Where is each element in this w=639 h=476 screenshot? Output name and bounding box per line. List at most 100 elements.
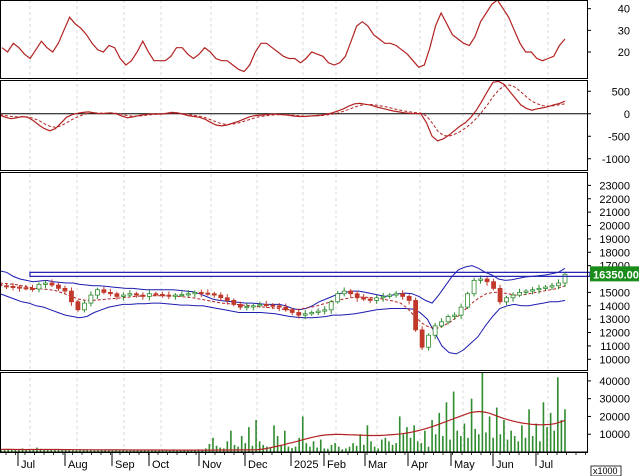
rsi-tick-label: 30 bbox=[618, 25, 630, 37]
candle-up bbox=[556, 282, 561, 287]
candle-down bbox=[75, 301, 81, 311]
volume-tick-label: 40000 bbox=[599, 376, 630, 388]
candle-down bbox=[231, 300, 237, 305]
x-tick-label: Feb bbox=[327, 459, 346, 471]
candle-up bbox=[43, 282, 48, 285]
volume-unit-box: x1000 bbox=[590, 465, 622, 476]
candle-up bbox=[517, 292, 522, 296]
candle-up bbox=[322, 309, 328, 312]
price-frame bbox=[0, 172, 588, 371]
candle-up bbox=[445, 316, 451, 323]
last-price-label-background bbox=[590, 266, 639, 282]
candle-down bbox=[497, 287, 503, 303]
candle-up bbox=[120, 294, 126, 297]
candle-up bbox=[172, 294, 178, 297]
macd-tick-label: 500 bbox=[612, 86, 630, 98]
rsi-tick-label: 20 bbox=[618, 47, 630, 59]
candle-down bbox=[224, 297, 230, 301]
macd-panel bbox=[0, 80, 587, 142]
x-tick-label: Apr bbox=[411, 459, 428, 471]
x-tick-label: Jun bbox=[496, 459, 514, 471]
candle-down bbox=[133, 293, 139, 296]
candle-up bbox=[328, 301, 334, 311]
candle-down bbox=[166, 294, 172, 297]
bollinger-lower-band bbox=[0, 293, 566, 355]
macd-frame bbox=[0, 80, 588, 171]
candle-down bbox=[23, 287, 29, 290]
candle-down bbox=[361, 297, 367, 300]
macd-tick-label: -1000 bbox=[602, 154, 630, 166]
x-tick-label: Jul bbox=[21, 459, 35, 471]
candle-down bbox=[283, 306, 289, 311]
price-tick-label: 13000 bbox=[599, 314, 630, 326]
rsi-frame bbox=[0, 0, 588, 79]
x-tick-label: Aug bbox=[68, 459, 88, 471]
rsi-tick-label: 40 bbox=[618, 4, 630, 16]
volume-panel bbox=[0, 372, 566, 452]
price-tick-label: 19000 bbox=[599, 234, 630, 246]
y-axes: 2030405000-500-1000100001100012000130001… bbox=[587, 4, 630, 441]
candle-up bbox=[536, 287, 542, 291]
candle-up bbox=[523, 290, 529, 293]
price-tick-label: 12000 bbox=[599, 328, 630, 340]
candle-up bbox=[82, 302, 87, 311]
candle-up bbox=[185, 293, 191, 296]
macd-tick-label: 0 bbox=[624, 109, 630, 121]
candle-down bbox=[218, 294, 224, 299]
price-tick-label: 20000 bbox=[599, 221, 630, 233]
candle-down bbox=[69, 290, 74, 303]
candle-up bbox=[302, 313, 308, 316]
candle-up bbox=[146, 293, 152, 297]
volume-unit-label: x1000 bbox=[593, 466, 618, 476]
candle-up bbox=[250, 305, 256, 308]
candle-down bbox=[276, 305, 282, 308]
candle-down bbox=[406, 296, 412, 301]
candle-up bbox=[309, 312, 315, 315]
candle-down bbox=[153, 293, 159, 296]
candle-down bbox=[140, 294, 146, 297]
price-tick-label: 18000 bbox=[599, 247, 630, 259]
candle-down bbox=[237, 304, 243, 308]
candle-up bbox=[380, 296, 386, 299]
candle-down bbox=[263, 304, 269, 307]
candle-down bbox=[30, 287, 35, 290]
macd-signal-line bbox=[0, 84, 566, 137]
candle-up bbox=[179, 294, 185, 297]
candle-down bbox=[211, 293, 217, 296]
candle-up bbox=[315, 310, 321, 313]
candle-up bbox=[426, 334, 432, 348]
candle-down bbox=[367, 298, 373, 301]
candle-up bbox=[244, 306, 250, 309]
candle-down bbox=[101, 289, 107, 293]
candle-down bbox=[49, 282, 55, 286]
candle-up bbox=[543, 286, 548, 289]
rsi-line bbox=[1, 0, 566, 73]
candle-down bbox=[56, 284, 61, 289]
x-tick-label: Dec bbox=[248, 459, 268, 471]
x-tick-label: Sep bbox=[115, 459, 135, 471]
candle-up bbox=[341, 290, 347, 295]
volume-tick-label: 30000 bbox=[599, 394, 630, 406]
candle-up bbox=[465, 293, 470, 308]
candle-up bbox=[127, 293, 133, 296]
last-price-label: 16350.00 bbox=[593, 269, 639, 281]
candle-down bbox=[17, 286, 22, 289]
x-tick-label: Mar bbox=[368, 459, 387, 471]
candle-down bbox=[10, 285, 16, 288]
candle-up bbox=[393, 293, 399, 296]
rsi-panel bbox=[1, 0, 566, 73]
x-axis: Jul Aug Sep Oct Nov Dec 2025 Feb Mar Apr May Jun Jul bbox=[0, 451, 587, 471]
macd-tick-label: -500 bbox=[608, 131, 630, 143]
candle-down bbox=[491, 281, 496, 289]
candle-down bbox=[296, 312, 302, 316]
candle-down bbox=[484, 278, 490, 283]
candle-down bbox=[205, 292, 211, 295]
candle-down bbox=[198, 292, 204, 295]
price-moving-average bbox=[0, 282, 566, 330]
price-panel bbox=[0, 265, 591, 355]
x-tick-label: 2025 bbox=[294, 459, 318, 471]
price-tick-label: 22000 bbox=[599, 194, 630, 206]
candle-up bbox=[439, 321, 445, 327]
